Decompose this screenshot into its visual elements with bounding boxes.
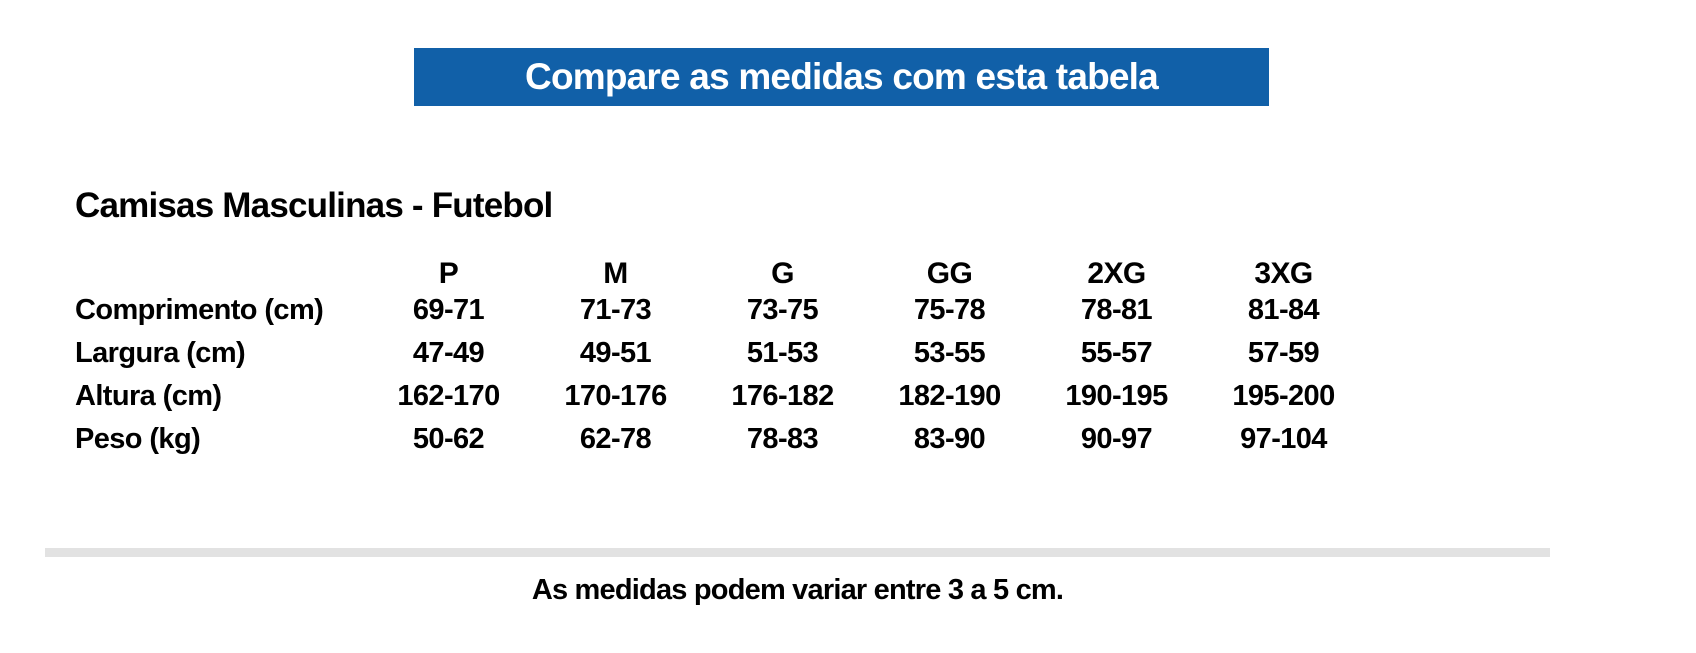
size-cell: 90-97 [1080, 423, 1153, 455]
size-cell: 69-71 [412, 294, 485, 326]
size-cell: 190-195 [1065, 380, 1168, 412]
size-cell: 57-59 [1247, 337, 1320, 369]
footer-note: As medidas podem variar entre 3 a 5 cm. [531, 574, 1064, 606]
size-cell: 176-182 [731, 380, 834, 412]
size-cell: 51-53 [746, 337, 819, 369]
divider [45, 548, 1550, 557]
row-label: Peso (kg) [75, 423, 201, 455]
size-column-header: 2XG [1087, 257, 1146, 290]
size-column-header: M [603, 257, 628, 290]
size-column-header: G [771, 257, 794, 290]
size-cell: 53-55 [913, 337, 986, 369]
size-cell: 162-170 [397, 380, 500, 412]
banner: Compare as medidas com esta tabela [414, 48, 1269, 106]
size-table: P M G GG 2XG 3XG Comprimento (cm) 69-71 71-73 73-… [75, 246, 1367, 461]
size-column-header: GG [926, 257, 973, 290]
size-column-header: P [438, 257, 459, 290]
size-cell: 73-75 [746, 294, 819, 326]
size-cell: 97-104 [1240, 423, 1327, 455]
size-cell: 81-84 [1247, 294, 1320, 326]
banner-title: Compare as medidas com esta tabela [525, 56, 1159, 97]
size-cell: 170-176 [564, 380, 667, 412]
row-label: Largura (cm) [75, 337, 246, 369]
size-cell: 71-73 [579, 294, 652, 326]
size-cell: 49-51 [579, 337, 652, 369]
row-label: Altura (cm) [75, 380, 222, 412]
size-cell: 55-57 [1080, 337, 1153, 369]
size-cell: 78-81 [1080, 294, 1153, 326]
size-cell: 195-200 [1232, 380, 1335, 412]
size-cell: 50-62 [412, 423, 485, 455]
size-column-header: 3XG [1254, 257, 1313, 290]
row-label: Comprimento (cm) [75, 294, 324, 326]
size-cell: 47-49 [412, 337, 485, 369]
section-title: Camisas Masculinas - Futebol [75, 186, 553, 225]
size-cell: 62-78 [579, 423, 652, 455]
size-cell: 78-83 [746, 423, 819, 455]
size-cell: 83-90 [913, 423, 986, 455]
size-cell: 182-190 [898, 380, 1001, 412]
size-cell: 75-78 [913, 294, 986, 326]
